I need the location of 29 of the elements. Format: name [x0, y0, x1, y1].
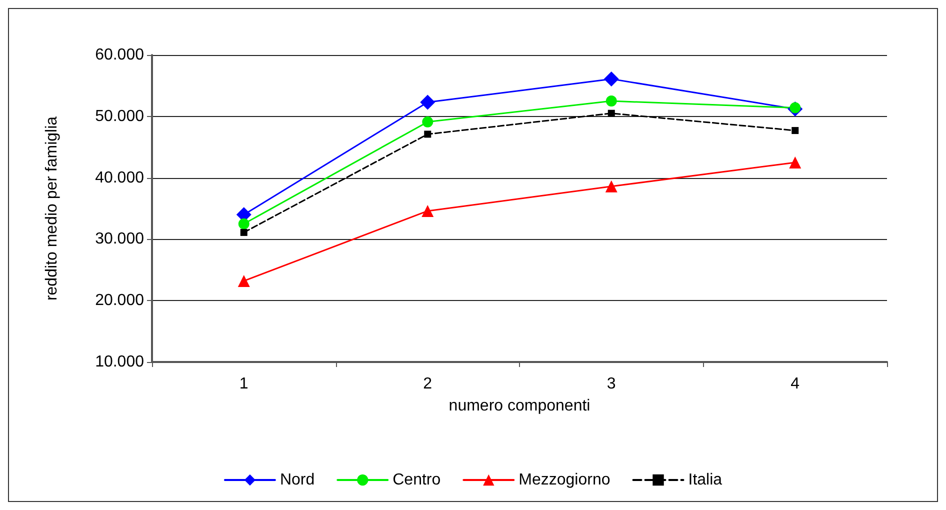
- x-tick-label: 4: [790, 376, 800, 392]
- point: [792, 127, 799, 134]
- x-axis-title: numero componenti: [448, 398, 590, 414]
- point: [605, 180, 618, 192]
- x-tick-label: 2: [423, 376, 432, 392]
- legend-label: Italia: [688, 472, 722, 488]
- point: [606, 96, 617, 107]
- point: [604, 71, 619, 86]
- point: [608, 110, 615, 117]
- point: [422, 116, 434, 128]
- y-tick-label: 40.000: [95, 169, 144, 186]
- x-tick-label: 1: [239, 376, 248, 392]
- point: [238, 218, 250, 230]
- point: [238, 274, 250, 287]
- y-tick-label: 50.000: [95, 108, 144, 125]
- y-axis-title: reddito medio per famiglia: [44, 116, 60, 301]
- legend-label: Centro: [392, 472, 441, 488]
- y-tick-label: 10.000: [95, 354, 144, 370]
- point: [420, 94, 436, 110]
- point: [424, 130, 432, 138]
- point: [240, 228, 248, 236]
- y-tick-label: 30.000: [95, 230, 144, 248]
- point: [422, 204, 434, 217]
- x-tick-label: 3: [606, 376, 616, 392]
- point: [789, 156, 802, 168]
- legend-label: Nord: [280, 472, 315, 488]
- y-tick-label: 60.000: [95, 46, 144, 64]
- legend-label: Mezzogiorno: [518, 472, 610, 488]
- y-tick-label: 20.000: [95, 292, 144, 310]
